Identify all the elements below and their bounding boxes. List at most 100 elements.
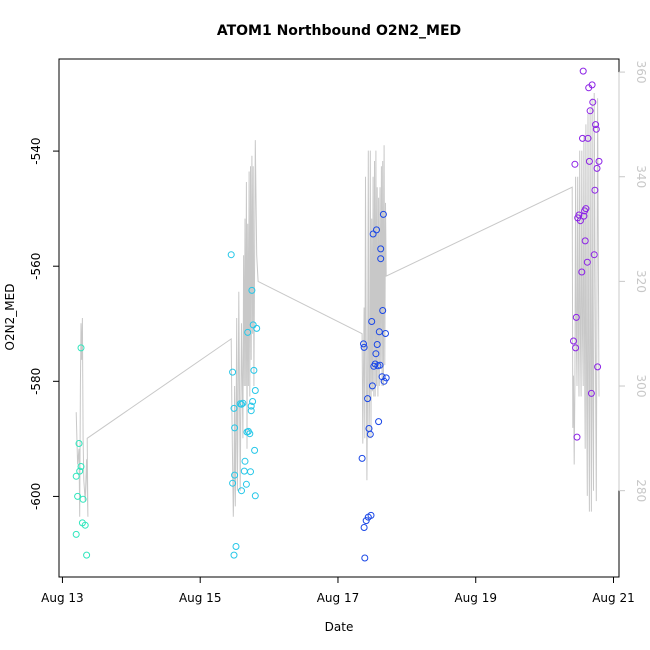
data-point-2-10: [367, 511, 375, 519]
data-point-2-2: [360, 343, 368, 351]
data-point-1-10: [239, 399, 247, 407]
plot-frame: [58, 58, 620, 578]
data-point-3-25: [592, 121, 600, 129]
data-point-1-22: [248, 286, 256, 294]
data-point-1-11: [238, 487, 245, 495]
data-point-1-12: [240, 467, 248, 475]
data-point-1-19: [247, 468, 254, 476]
data-point-2-3: [360, 524, 368, 531]
data-point-1-4: [229, 479, 237, 487]
data-point-1-25: [250, 366, 258, 374]
data-point-2-0: [358, 454, 366, 462]
data-point-2-27: [379, 210, 387, 218]
data-point-1-21: [247, 407, 255, 415]
data-point-2-4: [361, 554, 369, 562]
data-point-1-16: [244, 328, 252, 336]
data-point-2-30: [382, 374, 390, 382]
y-tick-label: -580: [29, 368, 43, 395]
data-point-2-25: [378, 373, 386, 381]
data-point-3-15: [583, 258, 591, 266]
data-point-3-29: [595, 157, 603, 165]
data-point-1-7: [230, 551, 238, 559]
data-point-3-13: [581, 237, 589, 245]
x-tick-label: Aug 19: [454, 591, 497, 605]
data-point-3-28: [594, 363, 602, 371]
data-point-3-11: [580, 212, 588, 220]
data-point-0-8: [81, 521, 89, 529]
y-axis: -540 -560 -580 -600: [29, 137, 60, 510]
data-point-1-1: [229, 368, 237, 376]
y-tick-label: -540: [29, 137, 43, 164]
y2-tick-label: 340: [634, 165, 648, 188]
data-point-3-3: [572, 313, 580, 321]
data-point-0-5: [77, 463, 85, 470]
data-point-1-29: [253, 324, 261, 332]
data-point-1-3: [231, 424, 239, 432]
x-tick-label: Aug 15: [179, 591, 222, 605]
series-line: [75, 92, 600, 517]
data-point-0-7: [79, 495, 87, 503]
data-point-3-23: [590, 251, 598, 259]
data-point-0-0: [72, 472, 80, 480]
data-point-1-18: [246, 430, 254, 438]
data-point-3-14: [582, 205, 590, 213]
data-point-2-23: [377, 255, 385, 263]
data-point-2-6: [364, 395, 372, 403]
data-point-3-1: [571, 160, 579, 168]
data-point-3-27: [593, 164, 601, 172]
data-point-3-10: [579, 67, 587, 75]
data-point-0-3: [77, 344, 85, 352]
x-tick-label: Aug 17: [317, 591, 360, 605]
data-point-1-0: [227, 251, 235, 259]
data-point-2-1: [360, 340, 367, 348]
data-point-0-9: [83, 551, 91, 559]
data-point-3-7: [576, 217, 584, 225]
data-point-0-10: [72, 530, 80, 538]
data-point-2-24: [377, 245, 385, 253]
data-point-3-4: [573, 433, 581, 441]
x-tick-label: Aug 21: [592, 591, 635, 605]
data-point-1-28: [251, 387, 259, 394]
data-point-1-26: [251, 446, 259, 454]
data-point-2-16: [372, 350, 380, 358]
y-axis-label: O2N2_MED: [3, 284, 17, 351]
data-point-1-9: [238, 400, 245, 408]
data-point-1-5: [231, 471, 239, 479]
data-point-2-9: [366, 430, 374, 438]
data-point-2-20: [375, 418, 383, 426]
data-point-1-14: [242, 480, 250, 488]
point-series-layer: [72, 67, 603, 562]
x-axis-label: Date: [325, 620, 354, 634]
data-point-1-24: [249, 321, 257, 329]
data-point-3-20: [587, 389, 595, 397]
data-point-2-5: [362, 517, 370, 525]
data-point-2-17: [373, 226, 380, 234]
data-point-3-16: [584, 134, 592, 142]
data-point-2-21: [375, 328, 383, 336]
data-point-1-27: [251, 492, 259, 500]
y2-tick-label: 320: [634, 270, 648, 293]
data-point-3-18: [585, 157, 593, 165]
data-point-2-13: [369, 230, 377, 238]
data-point-2-29: [382, 330, 389, 337]
data-point-1-2: [230, 404, 238, 412]
data-point-3-2: [572, 344, 580, 352]
data-point-1-20: [247, 402, 255, 410]
x-axis: Aug 13 Aug 15 Aug 17 Aug 19 Aug 21: [41, 576, 635, 605]
data-point-3-22: [589, 98, 597, 106]
data-point-3-19: [586, 107, 594, 115]
secondary-y-axis: 280 300 320 340 360: [618, 61, 648, 502]
data-point-2-18: [373, 341, 381, 348]
data-point-2-26: [379, 307, 387, 314]
data-point-2-28: [380, 377, 388, 385]
data-point-3-24: [591, 186, 599, 194]
data-point-0-4: [76, 467, 84, 475]
y2-tick-label: 360: [634, 61, 648, 84]
data-point-3-21: [588, 81, 596, 89]
data-point-2-11: [368, 318, 376, 325]
y-tick-label: -600: [29, 483, 43, 510]
data-point-1-13: [241, 457, 249, 465]
line-series-layer: [75, 92, 600, 517]
data-point-1-6: [232, 543, 240, 550]
x-tick-label: Aug 13: [41, 591, 84, 605]
